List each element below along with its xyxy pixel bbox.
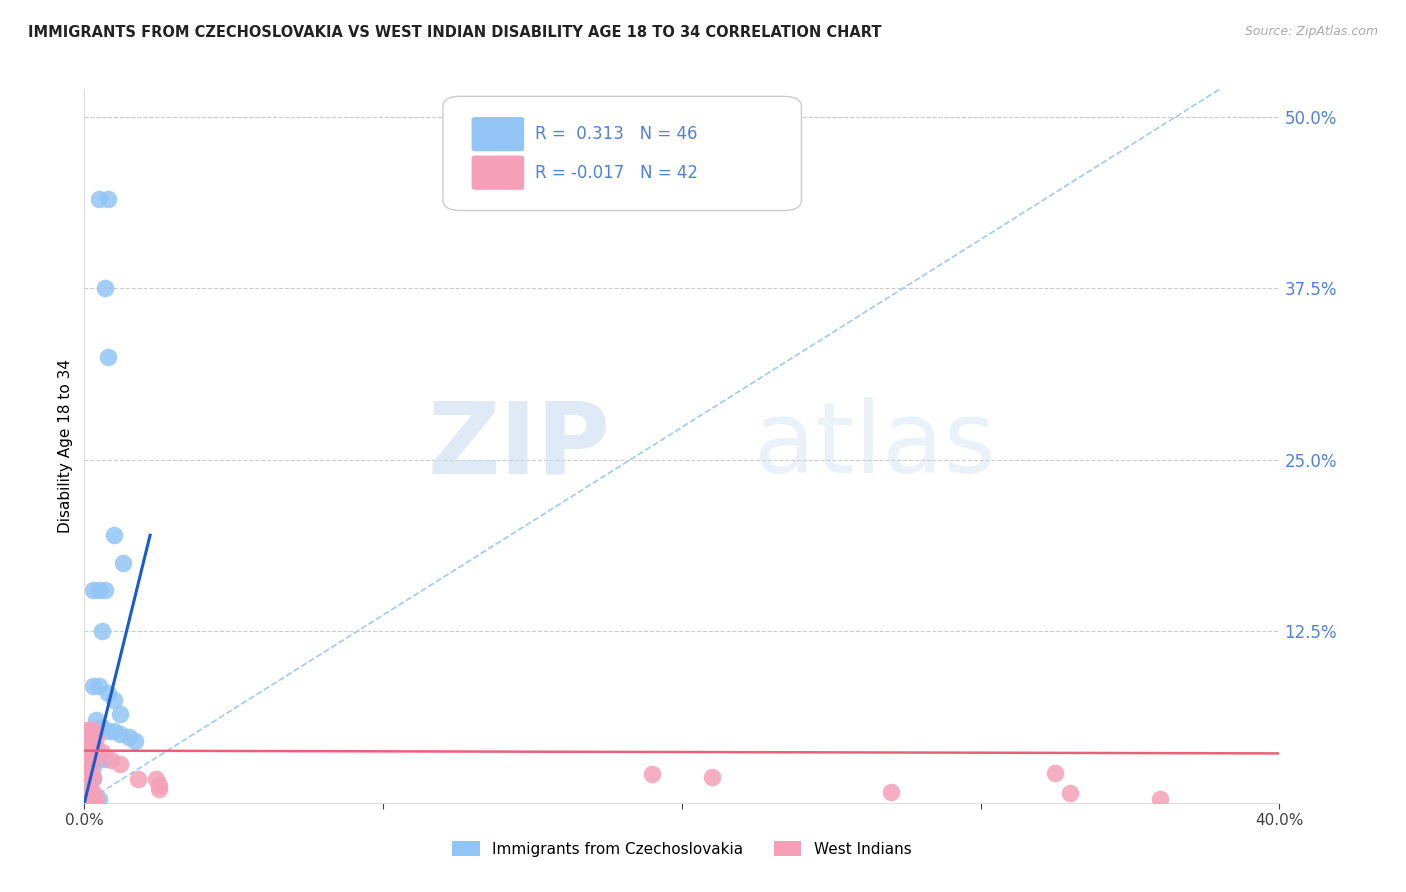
Point bbox=[86, 791, 108, 805]
Point bbox=[79, 785, 101, 799]
Point bbox=[79, 791, 101, 805]
Point bbox=[94, 752, 117, 766]
Point bbox=[700, 770, 723, 784]
Point bbox=[82, 738, 104, 752]
Text: Source: ZipAtlas.com: Source: ZipAtlas.com bbox=[1244, 25, 1378, 38]
Point bbox=[94, 583, 117, 598]
Point bbox=[82, 785, 104, 799]
Point bbox=[1149, 791, 1171, 805]
Point bbox=[82, 791, 104, 805]
Point bbox=[82, 760, 104, 774]
Point bbox=[89, 791, 111, 805]
Text: IMMIGRANTS FROM CZECHOSLOVAKIA VS WEST INDIAN DISABILITY AGE 18 TO 34 CORRELATIO: IMMIGRANTS FROM CZECHOSLOVAKIA VS WEST I… bbox=[28, 25, 882, 40]
Text: R =  0.313   N = 46: R = 0.313 N = 46 bbox=[534, 125, 697, 143]
Point bbox=[79, 790, 101, 805]
Point bbox=[79, 723, 101, 737]
Point bbox=[76, 760, 98, 774]
Point bbox=[1059, 786, 1081, 800]
Point bbox=[89, 679, 111, 693]
Point bbox=[124, 734, 146, 748]
Point bbox=[76, 738, 98, 752]
Point bbox=[112, 556, 135, 570]
Point bbox=[79, 768, 101, 782]
Point bbox=[82, 747, 104, 762]
Point bbox=[76, 785, 98, 799]
Point bbox=[76, 785, 98, 799]
Point bbox=[82, 731, 104, 746]
Point bbox=[79, 745, 101, 759]
Text: R = -0.017   N = 42: R = -0.017 N = 42 bbox=[534, 164, 697, 182]
Point bbox=[110, 706, 132, 721]
Point bbox=[76, 768, 98, 782]
Point bbox=[145, 772, 167, 787]
Point bbox=[103, 528, 125, 542]
Point bbox=[76, 775, 98, 789]
Point bbox=[82, 790, 104, 805]
Point bbox=[97, 350, 120, 364]
Point bbox=[79, 760, 101, 774]
Point bbox=[86, 791, 108, 805]
Point bbox=[89, 750, 111, 764]
Point bbox=[97, 192, 120, 206]
Point bbox=[76, 768, 98, 782]
Text: atlas: atlas bbox=[754, 398, 995, 494]
Legend: Immigrants from Czechoslovakia, West Indians: Immigrants from Czechoslovakia, West Ind… bbox=[446, 835, 918, 863]
Point bbox=[91, 745, 114, 759]
Point bbox=[76, 731, 98, 746]
FancyBboxPatch shape bbox=[471, 117, 524, 152]
Point bbox=[94, 281, 117, 295]
Point bbox=[79, 763, 101, 777]
Point bbox=[641, 767, 664, 781]
Point bbox=[76, 753, 98, 767]
Point bbox=[86, 745, 108, 759]
Point bbox=[76, 790, 98, 805]
Point bbox=[100, 753, 122, 767]
Point bbox=[1045, 765, 1067, 780]
Point bbox=[86, 731, 108, 746]
Point bbox=[79, 738, 101, 752]
Point bbox=[148, 778, 170, 792]
Point bbox=[148, 782, 170, 797]
Point bbox=[97, 686, 120, 700]
Point bbox=[880, 785, 903, 799]
Point bbox=[82, 679, 104, 693]
Point bbox=[79, 753, 101, 767]
Point bbox=[127, 772, 149, 787]
Point bbox=[110, 757, 132, 772]
Point bbox=[91, 624, 114, 639]
Point bbox=[76, 791, 98, 805]
Point bbox=[76, 745, 98, 759]
Point bbox=[76, 747, 98, 762]
Point bbox=[86, 714, 108, 728]
Point bbox=[76, 738, 98, 752]
Point bbox=[79, 768, 101, 782]
Point bbox=[82, 738, 104, 752]
Point bbox=[79, 747, 101, 762]
Point bbox=[82, 771, 104, 785]
Point bbox=[79, 738, 101, 752]
Point bbox=[82, 583, 104, 598]
Point bbox=[82, 771, 104, 785]
Point bbox=[82, 745, 104, 759]
Point bbox=[103, 693, 125, 707]
Point bbox=[76, 723, 98, 737]
Y-axis label: Disability Age 18 to 34: Disability Age 18 to 34 bbox=[58, 359, 73, 533]
Text: ZIP: ZIP bbox=[427, 398, 610, 494]
Point bbox=[118, 730, 141, 744]
Point bbox=[110, 727, 132, 741]
Point bbox=[79, 775, 101, 789]
Point bbox=[97, 724, 120, 739]
Point bbox=[89, 192, 111, 206]
FancyBboxPatch shape bbox=[471, 155, 524, 190]
Point bbox=[79, 785, 101, 799]
Point bbox=[82, 753, 104, 767]
Point bbox=[91, 720, 114, 734]
Point bbox=[103, 724, 125, 739]
Point bbox=[89, 583, 111, 598]
Point bbox=[76, 763, 98, 777]
Point bbox=[86, 740, 108, 755]
Point bbox=[79, 731, 101, 746]
FancyBboxPatch shape bbox=[443, 96, 801, 211]
Point bbox=[82, 723, 104, 737]
